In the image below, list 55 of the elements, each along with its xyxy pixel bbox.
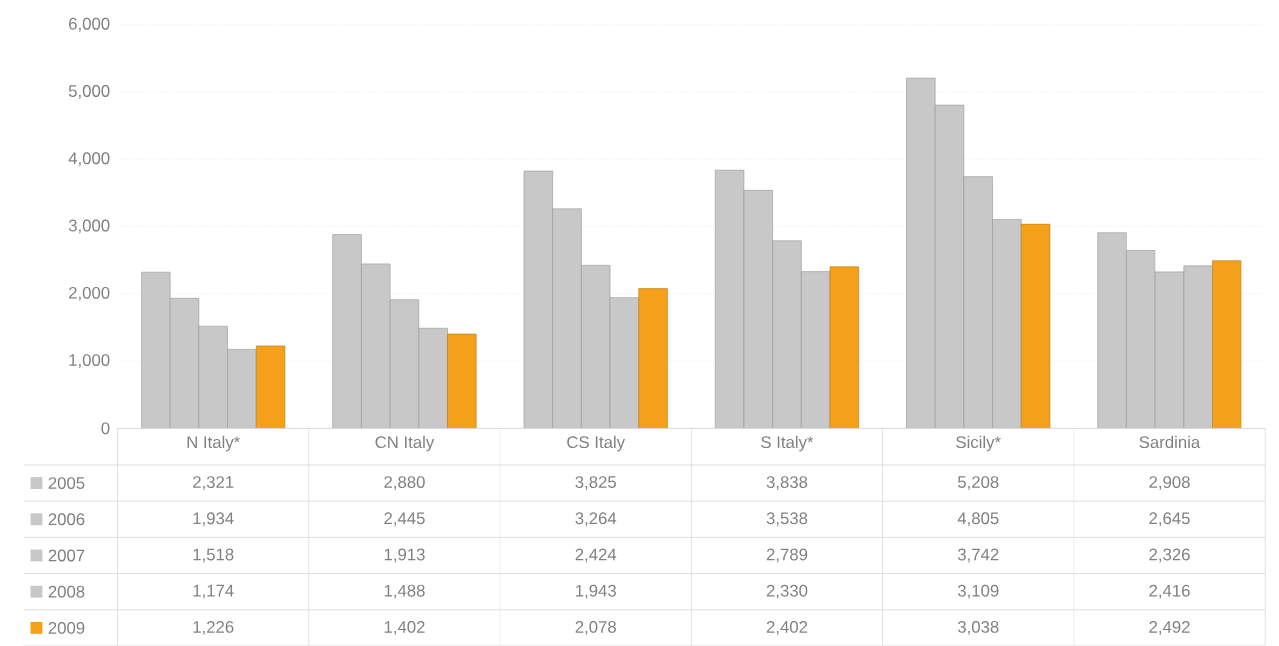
data-label: 3,038 [957,620,999,635]
legend-label: 2007 [48,549,85,562]
data-label: 2,078 [575,620,616,635]
y-tick-label: 5,000 [68,85,110,99]
data-label: 3,109 [957,584,999,599]
data-label: 2,424 [575,548,617,563]
data-label: 3,264 [575,512,617,527]
data-label: 2,492 [1149,620,1190,635]
data-label: 1,402 [384,620,425,635]
bar [255,345,286,429]
x-tick-label: N Italy* [187,435,240,452]
bar [829,266,859,429]
data-label: 1,913 [384,548,425,563]
legend-label: 2006 [48,513,85,526]
bar [447,333,477,429]
data-label: 1,488 [384,584,425,599]
y-tick-label: 6,000 [69,17,110,32]
x-tick-label: Sicily* [956,435,1001,452]
data-label: 3,742 [957,548,999,563]
bar [638,288,668,429]
data-label: 1,934 [193,512,234,527]
data-label: 2,321 [193,476,234,490]
data-label: 2,645 [1149,512,1190,527]
legend-label: 2005 [48,477,85,489]
data-label: 3,838 [766,476,808,490]
data-label: 1,518 [193,548,234,563]
y-tick-label: 2,000 [69,286,110,301]
data-label: 4,805 [957,512,999,527]
legend-label: 2009 [48,621,85,634]
data-label: 1,943 [576,584,616,599]
y-tick-label: 3,000 [68,219,110,234]
legend-label: 2008 [48,585,85,598]
data-label: 3,825 [575,476,616,490]
data-label: 2,326 [1149,548,1190,563]
y-tick-label: 1,000 [69,354,110,369]
data-label: 3,538 [766,512,808,527]
data-label: 2,880 [384,476,425,490]
data-label: 2,445 [384,512,425,527]
data-label: 5,208 [957,476,999,490]
data-label: 2,908 [1149,476,1190,490]
x-tick-label: Sardinia [1139,435,1201,449]
data-label: 2,416 [1149,584,1190,599]
data-label: 2,789 [766,548,808,563]
data-label: 2,330 [766,584,808,599]
x-tick-label: S Italy* [761,435,814,452]
x-tick-label: CN Italy [375,435,435,452]
data-label: 1,174 [193,584,234,599]
data-label: 2,402 [766,620,808,635]
y-tick-label: 4,000 [68,152,110,167]
data-label: 1,226 [193,620,234,635]
bar [714,169,745,429]
x-tick-label: CS Italy [567,435,625,452]
bar [1020,223,1051,429]
bar [1212,260,1242,429]
y-tick-label: 0 [101,422,110,435]
